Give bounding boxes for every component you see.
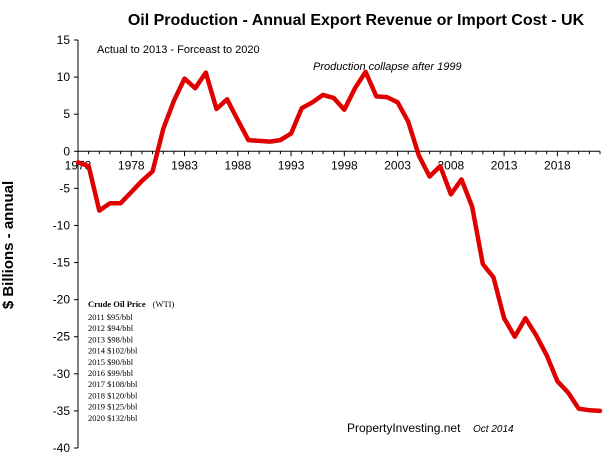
collapse-note: Production collapse after 1999 [313,61,462,73]
price-list-item: 2016 $99/bbl [88,368,134,378]
price-list-item: 2019 $125/bbl [88,402,138,412]
series-line [75,69,603,414]
price-title-suffix: (WTI) [153,299,175,309]
x-tick-label: 1978 [118,158,145,172]
price-title: Crude Oil Price (WTI) [88,294,174,311]
x-tick-label: 1998 [331,158,358,172]
x-ticks: 1973 1978 1983 1988 1993 1998 2003 2008 2013 2018 [65,151,601,172]
y-tick-label: 5 [63,107,70,121]
chart-title: Oil Production - Annual Export Revenue o… [128,12,585,29]
y-tick-label: 0 [63,144,70,158]
top-note: Actual to 2013 - Forceast to 2020 [97,44,260,56]
y-tick-label: -40 [53,441,71,455]
source-date: Oct 2014 [473,424,514,435]
price-list-item: 2018 $120/bbl [88,390,138,400]
x-tick-label: 2008 [438,158,465,172]
x-tick-label: 2018 [544,158,571,172]
price-list-item: 2014 $102/bbl [88,346,138,356]
y-tick-label: -15 [53,256,71,270]
x-tick-label: 1993 [278,158,305,172]
y-tick-label: 15 [57,33,71,47]
price-list-item: 2017 $108/bbl [88,379,138,389]
price-list-item: 2015 $90/bbl [88,357,134,367]
price-list-item: 2013 $98/bbl [88,334,134,344]
y-tick-label: -25 [53,330,71,344]
x-tick-label: 1973 [65,158,92,172]
y-ticks: 15 10 5 0 -5 -10 -15 -20 -25 -30 -35 -40 [53,33,78,455]
y-tick-label: -30 [53,367,71,381]
source-label: PropertyInvesting.net [347,421,461,435]
price-list-item: 2020 $132/bbl [88,413,138,423]
x-tick-label: 1988 [224,158,251,172]
price-list-item: 2012 $94/bbl [88,323,134,333]
y-tick-label: -35 [53,404,71,418]
y-axis-label: $ Billions - annual [0,181,17,309]
x-tick-label: 2013 [491,158,518,172]
y-tick-label: -10 [53,218,71,232]
price-title-main: Crude Oil Price [88,299,146,309]
y-tick-label: 10 [57,70,71,84]
y-tick-label: -5 [59,181,70,195]
y-tick-label: -20 [53,293,71,307]
price-list-item: 2011 $95/bbl [88,312,133,322]
x-tick-label: 1983 [171,158,198,172]
x-tick-label: 2003 [384,158,411,172]
